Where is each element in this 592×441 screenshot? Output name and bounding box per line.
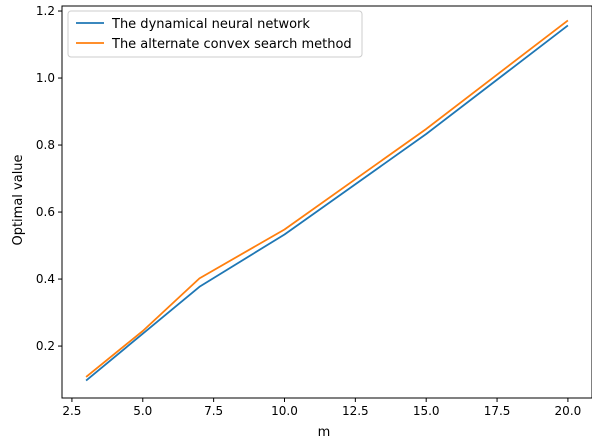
plot-area (61, 5, 592, 399)
y-tick-label: 1.2 (36, 4, 55, 18)
legend-box (67, 10, 363, 58)
x-tick-label: 12.5 (342, 404, 369, 418)
y-tick-label: 0.4 (36, 272, 55, 286)
x-tick-label: 15.0 (413, 404, 440, 418)
series-layer (85, 19, 569, 382)
legend-label: The alternate convex search method (111, 37, 352, 52)
y-tick-label: 1.0 (36, 71, 55, 85)
legend-label: The dynamical neural network (111, 17, 310, 32)
x-tick-label: 2.5 (62, 404, 81, 418)
plot-frame (61, 5, 592, 399)
y-tick-label: 0.6 (36, 205, 55, 219)
y-axis: 0.2 0.4 0.6 0.8 1.0 1.2 (36, 4, 62, 353)
y-tick-label: 0.8 (36, 138, 55, 152)
x-tick-label: 20.0 (555, 404, 582, 418)
x-axis: 2.5 5.0 7.5 10.0 12.5 15.0 17.5 20.0 (62, 398, 581, 418)
y-tick-label: 0.2 (36, 339, 55, 353)
series-line-2 (85, 19, 569, 378)
x-axis-label: m (318, 425, 331, 440)
y-axis-label: Optimal value (11, 154, 26, 245)
x-tick-label: 17.5 (484, 404, 511, 418)
x-tick-label: 10.0 (271, 404, 298, 418)
series-line-1 (85, 24, 569, 382)
x-tick-label: 7.5 (204, 404, 223, 418)
x-tick-label: 5.0 (133, 404, 152, 418)
legend: The dynamical neural network The alternat… (67, 10, 363, 58)
